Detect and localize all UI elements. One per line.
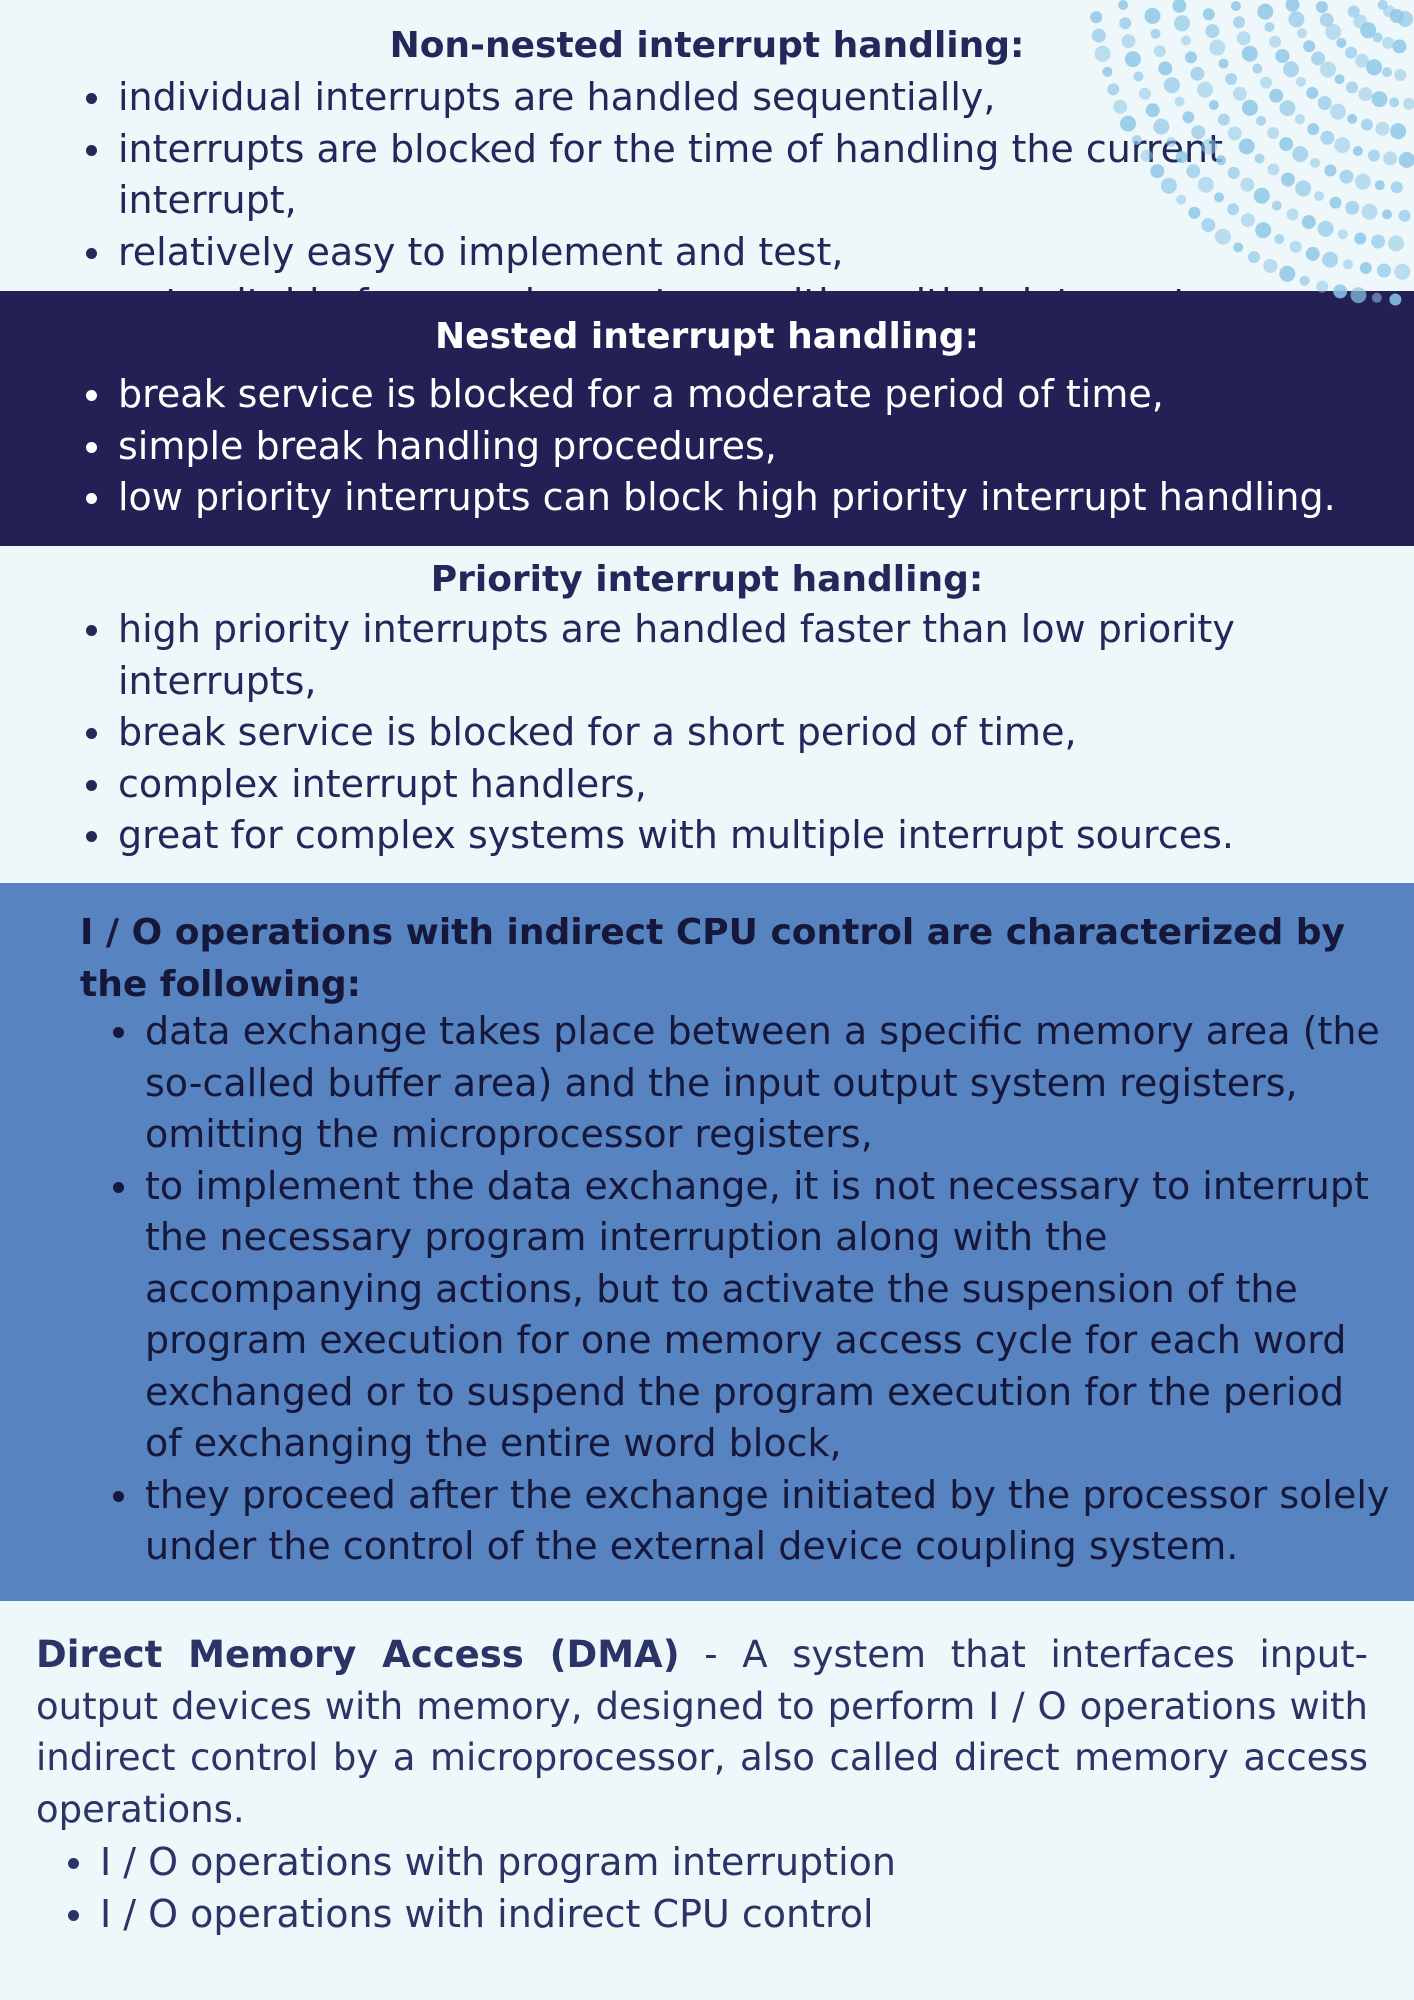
nested-section: Nested interrupt handling: break service… xyxy=(0,291,1414,546)
list-item: I / O operations with indirect CPU contr… xyxy=(68,1889,1300,1941)
list-item: they proceed after the exchange initiate… xyxy=(113,1470,1390,1573)
list-item: simple break handling procedures, xyxy=(86,421,1408,473)
priority-heading: Priority interrupt handling: xyxy=(430,559,984,600)
dma-section: Direct Memory Access (DMA) - A system th… xyxy=(0,1601,1414,2000)
nested-heading: Nested interrupt handling: xyxy=(435,316,979,357)
indirect-control-heading: I / O operations with indirect CPU contr… xyxy=(80,912,1345,1005)
list-item: to implement the data exchange, it is no… xyxy=(113,1161,1390,1470)
nonnested-heading: Non-nested interrupt handling: xyxy=(389,25,1025,66)
list-item: break service is blocked for a moderate … xyxy=(86,369,1408,421)
nested-list: break service is blocked for a moderate … xyxy=(86,369,1408,524)
dma-definition-text: - A system that interfaces input-output … xyxy=(36,1633,1368,1831)
list-item: individual interrupts are handled sequen… xyxy=(86,72,1408,124)
list-item: low priority interrupts can block high p… xyxy=(86,472,1408,524)
list-item: data exchange takes place between a spec… xyxy=(113,1006,1390,1161)
priority-section: Priority interrupt handling: high priori… xyxy=(0,546,1414,883)
dma-definition: Direct Memory Access (DMA) - A system th… xyxy=(36,1629,1368,1835)
list-item: I / O operations with program interrupti… xyxy=(68,1837,1300,1889)
list-item: relatively easy to implement and test, xyxy=(86,227,1408,279)
list-item: break service is blocked for a short per… xyxy=(86,707,1288,759)
dma-term: Direct Memory Access (DMA) xyxy=(36,1633,680,1676)
priority-list: high priority interrupts are handled fas… xyxy=(86,604,1288,862)
nonnested-section: Non-nested interrupt handling: individua… xyxy=(0,0,1414,325)
list-item: great for complex systems with multiple … xyxy=(86,810,1288,862)
indirect-control-list: data exchange takes place between a spec… xyxy=(113,1006,1390,1573)
indirect-control-section: I / O operations with indirect CPU contr… xyxy=(0,883,1414,1601)
dma-list: I / O operations with program interrupti… xyxy=(68,1837,1300,1941)
list-item: interrupts are blocked for the time of h… xyxy=(86,124,1408,227)
list-item: high priority interrupts are handled fas… xyxy=(86,604,1288,707)
list-item: complex interrupt handlers, xyxy=(86,759,1288,811)
